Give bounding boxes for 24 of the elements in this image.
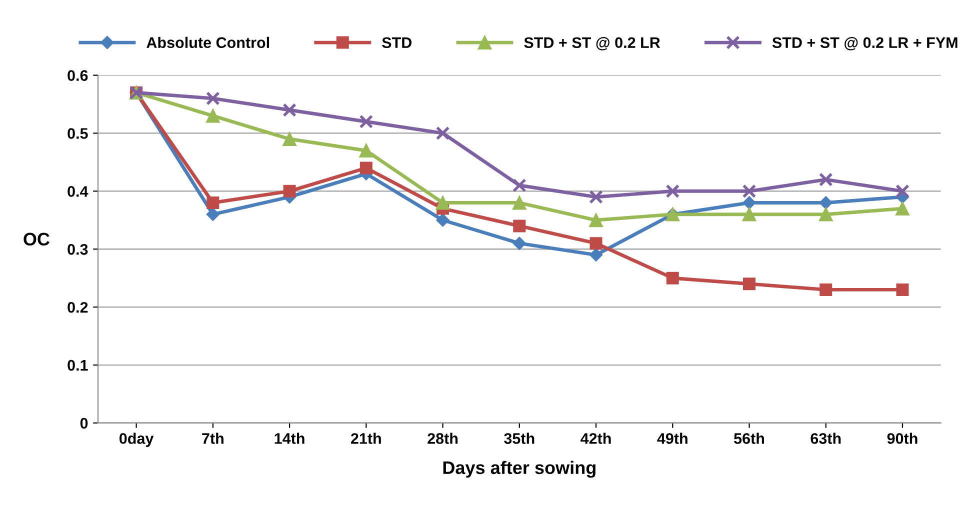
y-tick-label: 0.1 (68, 360, 88, 371)
y-tick-label: 0.4 (68, 186, 88, 197)
legend-label: STD + ST @ 0.2 LR + FYM (772, 37, 958, 50)
y-tick-label: 0.5 (68, 128, 88, 139)
x-tick-label: 28th (428, 432, 458, 444)
x-tick-label: 7th (202, 432, 224, 444)
y-tick-label: 0.2 (68, 302, 88, 313)
legend-label: STD (382, 37, 412, 48)
x-tick-label: 63th (810, 432, 841, 444)
x-tick-label: 56th (734, 432, 764, 444)
x-tick-label: 21th (350, 432, 381, 444)
x-tick-label: 42th (580, 432, 611, 444)
x-tick-label: 49th (657, 432, 688, 444)
x-tick-label: 35th (504, 432, 534, 444)
x-axis-title: Days after sowing (443, 460, 596, 478)
y-tick-label: 0.3 (68, 244, 88, 255)
x-tick-label: 14th (274, 432, 304, 444)
legend-label: STD + ST @ 0.2 LR (524, 37, 660, 50)
legend-label: Absolute Control (146, 36, 269, 48)
x-tick-label: 0day (120, 432, 154, 447)
x-tick-label: 90th (887, 432, 918, 444)
y-tick-label: 0.6 (68, 70, 88, 81)
y-tick-label: 0 (80, 418, 88, 429)
y-axis-title: OC (24, 232, 50, 246)
